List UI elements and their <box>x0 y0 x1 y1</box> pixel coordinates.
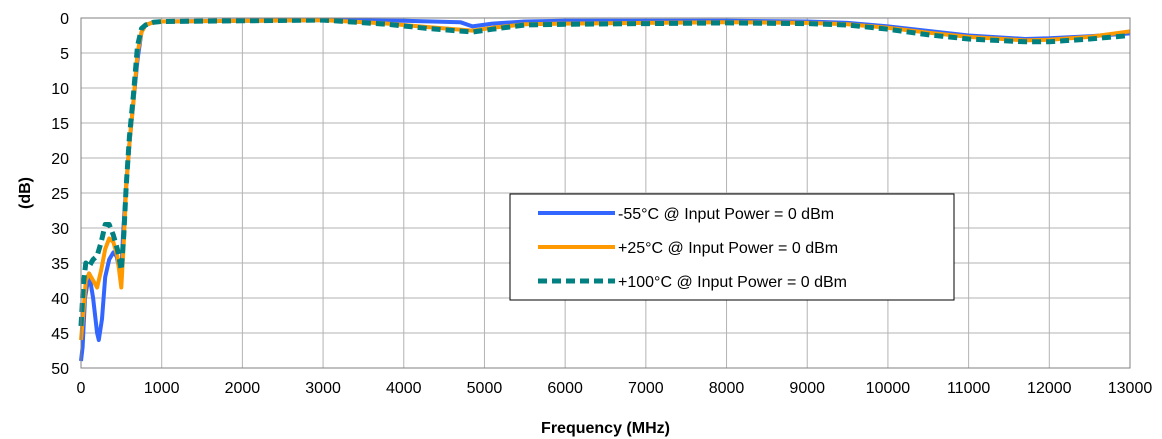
x-tick-label: 2000 <box>225 380 261 397</box>
x-tick-label: 0 <box>77 380 86 397</box>
x-tick-label: 1000 <box>144 380 180 397</box>
legend-label: +100°C @ Input Power = 0 dBm <box>618 274 847 291</box>
x-tick-label: 4000 <box>386 380 422 397</box>
legend: -55°C @ Input Power = 0 dBm +25°C @ Input… <box>509 193 955 301</box>
y-tick-label: 40 <box>51 291 69 308</box>
y-tick-label: 15 <box>51 116 69 133</box>
y-tick-label: 20 <box>51 151 69 168</box>
y-tick-label: 0 <box>60 11 69 28</box>
y-tick-label: 50 <box>51 361 69 378</box>
x-axis-title: Frequency (MHz) <box>541 420 670 437</box>
y-tick-label: 45 <box>51 326 69 343</box>
x-tick-labels: 0 1000 2000 3000 4000 5000 6000 7000 8000 9000 100… <box>77 380 1153 397</box>
series-lines <box>78 17 1131 362</box>
y-tick-label: 5 <box>60 46 69 63</box>
y-tick-label: 25 <box>51 186 69 203</box>
plot-area <box>80 17 1131 369</box>
y-tick-labels: 0 5 10 15 20 25 30 35 40 45 50 <box>51 11 69 378</box>
x-tick-label: 6000 <box>547 380 583 397</box>
x-tick-label: 11000 <box>947 380 990 397</box>
legend-label: +25°C @ Input Power = 0 dBm <box>618 240 838 257</box>
series-line-1 <box>79 18 1131 362</box>
x-tick-label: 7000 <box>628 380 664 397</box>
y-tick-label: 30 <box>51 221 69 238</box>
x-tick-label: 3000 <box>305 380 341 397</box>
y-axis-title: (dB) <box>17 177 34 209</box>
x-tick-label: 10000 <box>866 380 911 397</box>
x-tick-label: 13000 <box>1108 380 1153 397</box>
series-line-3 <box>78 17 1131 327</box>
x-tick-label: 12000 <box>1027 380 1072 397</box>
grid <box>80 17 1131 369</box>
y-tick-label: 10 <box>51 81 69 98</box>
x-tick-label: 9000 <box>789 380 825 397</box>
y-tick-label: 35 <box>51 256 69 273</box>
legend-label: -55°C @ Input Power = 0 dBm <box>618 206 834 223</box>
x-tick-label: 8000 <box>709 380 745 397</box>
x-tick-label: 5000 <box>467 380 503 397</box>
